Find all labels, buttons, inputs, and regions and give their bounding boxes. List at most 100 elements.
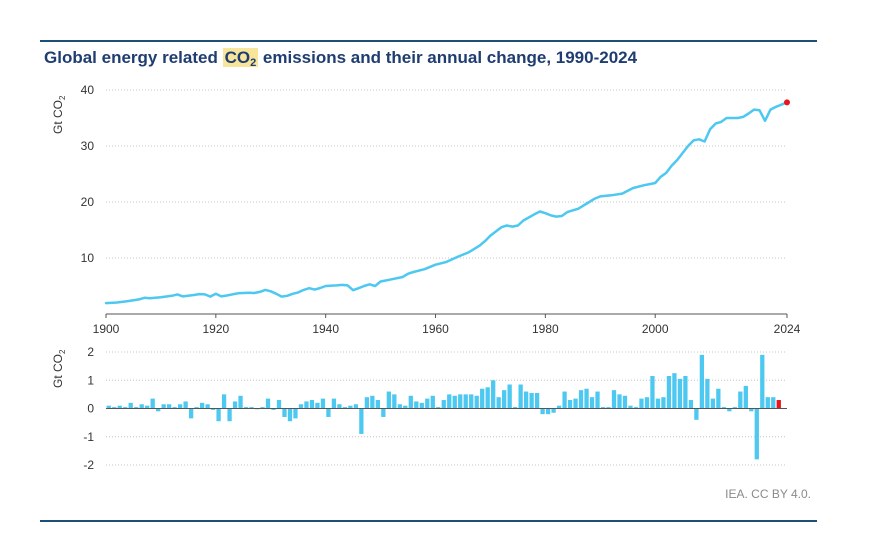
annual-change-bar [584, 388, 589, 409]
annual-change-bar [556, 405, 562, 409]
latest-value-marker [784, 99, 790, 106]
annual-change-bar [469, 394, 474, 409]
title-co2: CO [224, 48, 251, 67]
annual-change-bar [183, 401, 188, 409]
annual-change-bar [128, 402, 133, 409]
annual-change-bar [353, 404, 359, 409]
annual-change-bar [188, 408, 194, 419]
annual-change-bar [205, 404, 210, 409]
annual-change-bar [534, 392, 540, 409]
annual-change-bar [342, 407, 348, 409]
annual-change-bar [573, 398, 578, 409]
annual-change-bar [331, 398, 337, 409]
top-x-tick-label: 1900 [93, 322, 120, 336]
annual-change-bar [677, 378, 683, 409]
annual-change-bar [458, 394, 463, 409]
annual-change-bar [177, 404, 183, 409]
annual-change-bar [529, 392, 534, 409]
annual-change-bar [567, 400, 573, 409]
annual-change-bar [694, 408, 699, 420]
annual-change-bar [672, 373, 677, 409]
annual-change-bar [293, 408, 298, 419]
annual-change-bar [309, 400, 315, 409]
annual-change-bar [139, 404, 144, 409]
annual-change-bar [123, 407, 128, 409]
annual-change-bar [743, 385, 748, 409]
annual-change-bar [320, 398, 326, 409]
annual-change-bar [117, 405, 122, 409]
top-x-tick-label: 1920 [202, 322, 229, 336]
annual-change-bar [337, 404, 342, 409]
annual-change-bar [194, 407, 199, 409]
annual-change-bar [721, 407, 726, 409]
annual-change-bar [359, 408, 364, 434]
annual-change-bar [738, 391, 743, 409]
annual-change-bar [760, 354, 765, 409]
annual-change-bar [276, 400, 282, 409]
annual-change-bar [765, 397, 770, 409]
annual-change-bar [507, 384, 512, 409]
annual-change-bar [716, 388, 721, 409]
annual-change-bar [386, 391, 391, 409]
annual-change-bar [650, 376, 655, 409]
annual-change-bar [606, 407, 611, 409]
annual-change-bar [243, 407, 249, 409]
annual-change-bar [161, 404, 166, 409]
top-rule [40, 40, 817, 42]
annual-change-bar [315, 402, 320, 409]
annual-change-bar [644, 397, 650, 409]
annual-change-bar [287, 408, 293, 422]
annual-change-bar [699, 354, 705, 409]
annual-change-bar [282, 408, 287, 417]
annual-change-bar [370, 395, 375, 409]
annual-change-bar [167, 404, 172, 409]
annual-change-bar [249, 407, 254, 409]
annual-change-bar [134, 407, 139, 409]
annual-change-bar [403, 405, 408, 409]
bottom-y-axis-label: Gt CO2 [51, 349, 67, 388]
annual-change-bar [666, 376, 672, 409]
annual-change-bar [408, 395, 413, 409]
annual-change-bar [611, 390, 617, 409]
annual-change-bar [271, 408, 276, 410]
bottom-y-tick-label: 2 [87, 345, 94, 359]
annual-change-bar [600, 407, 606, 409]
source-credit: IEA. CC BY 4.0. [725, 487, 811, 501]
annual-change-bar [441, 400, 446, 409]
annual-change-bar [502, 390, 507, 409]
annual-change-bar [364, 397, 370, 409]
annual-change-bar [545, 408, 551, 415]
annual-change-bar [156, 408, 161, 412]
annual-change-bar [749, 408, 754, 412]
top-y-tick-label: 40 [81, 83, 95, 97]
annual-change-bar [348, 405, 353, 409]
annual-change-bar [683, 376, 688, 409]
annual-change-bar [199, 402, 205, 409]
annual-change-bar [474, 395, 479, 409]
annual-change-bar [732, 407, 737, 409]
annual-change-bar [578, 390, 584, 409]
annual-change-bar [518, 384, 523, 409]
annual-change-bar [523, 391, 529, 409]
annual-change-bar [397, 404, 402, 409]
emissions-series-line [104, 101, 789, 305]
annual-change-bar [447, 394, 452, 409]
annual-change-bar [419, 402, 424, 409]
annual-change-bar [375, 400, 380, 409]
top-x-tick-label: 2000 [642, 322, 669, 336]
top-x-tick-label: 2024 [774, 322, 801, 336]
chart-title: Global energy related CO2 emissions and … [44, 48, 637, 69]
top-y-axis-label: Gt CO2 [51, 95, 67, 134]
annual-change-bar [485, 387, 490, 409]
annual-change-bar [414, 401, 419, 409]
annual-change-bar [260, 407, 265, 409]
annual-change-bar [639, 398, 644, 409]
title-co2-subscript: 2 [250, 57, 257, 69]
annual-change-bar [150, 398, 155, 409]
annual-change-bar [727, 408, 732, 412]
annual-change-bar [633, 407, 639, 409]
annual-change-bar [622, 395, 628, 409]
annual-change-bar [112, 407, 117, 409]
annual-change-bar [106, 405, 111, 409]
top-x-tick-label: 1940 [312, 322, 339, 336]
